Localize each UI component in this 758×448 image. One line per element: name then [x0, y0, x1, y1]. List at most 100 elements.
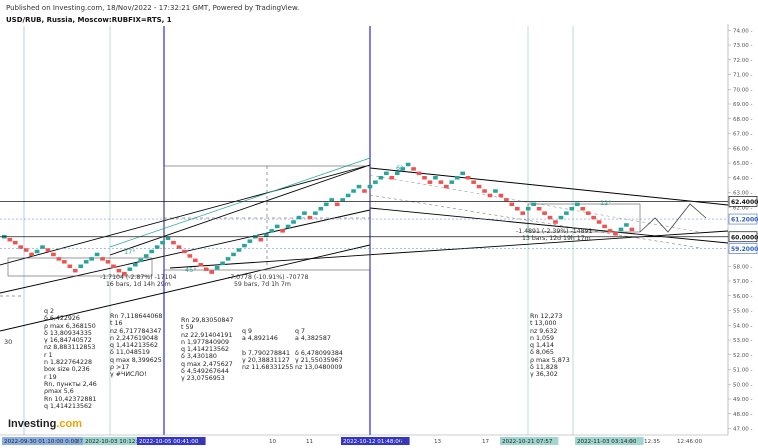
- renko-brick: [329, 198, 335, 202]
- angle-label: 17°: [124, 248, 136, 256]
- renko-brick: [547, 215, 553, 220]
- renko-brick: [444, 184, 449, 189]
- renko-brick: [307, 215, 313, 220]
- renko-brick: [574, 202, 580, 207]
- renko-brick: [105, 260, 111, 264]
- renko-brick: [427, 180, 433, 184]
- time-tick-label: 2022-09-30 01:10:00 0:00: [4, 439, 78, 445]
- renko-brick: [536, 206, 542, 211]
- renko-brick: [56, 257, 62, 261]
- renko-brick: [493, 189, 498, 193]
- y-tick-label: 66.00 -: [733, 146, 752, 152]
- stats-annotation-2: Rn 7,118644068 t 16 nz 6,717784347 n 2,2…: [110, 313, 163, 379]
- time-label-highlight: [2, 437, 88, 445]
- renko-brick: [176, 245, 182, 249]
- renko-brick: [220, 261, 225, 266]
- renko-brick: [345, 193, 351, 198]
- time-label-highlight: [341, 437, 410, 445]
- measure-label: 59 bars, 7d 1h 7m: [234, 281, 291, 288]
- renko-brick: [165, 236, 171, 240]
- time-tick-label: 11: [306, 439, 314, 445]
- channel-midline: [369, 174, 701, 233]
- y-tick-label: 62.00 -: [733, 205, 752, 211]
- symbol-title: USD/RUB, Russia, Moscow:RUBFIX=RTS, 1: [6, 16, 172, 24]
- renko-brick: [258, 237, 264, 242]
- renko-brick: [487, 193, 493, 198]
- renko-brick: [100, 257, 105, 261]
- channel-line: [369, 207, 729, 244]
- renko-brick: [558, 215, 564, 220]
- renko-brick: [564, 211, 569, 215]
- renko-brick: [231, 252, 236, 257]
- renko-brick: [323, 202, 329, 207]
- trend-line: [109, 157, 371, 248]
- measure-label: 16 bars, 1d 14h 29m: [106, 281, 171, 288]
- y-tick-label: 56.00 -: [733, 294, 752, 300]
- renko-brick: [340, 198, 345, 202]
- renko-brick: [182, 249, 187, 254]
- renko-brick: [394, 171, 400, 176]
- y-tick-label: 53.00 -: [733, 338, 752, 344]
- renko-brick: [34, 249, 40, 254]
- renko-brick: [411, 167, 416, 171]
- stats-annotation-5: q 7 a 4,382587 δ 6,478099384 γ 21,550359…: [295, 328, 343, 372]
- renko-brick: [405, 162, 411, 167]
- renko-brick: [607, 229, 613, 233]
- renko-brick: [280, 229, 285, 233]
- price-label-text: 59.2000: [731, 246, 758, 253]
- y-tick-label: 49.00 -: [733, 397, 752, 403]
- renko-brick: [367, 184, 373, 189]
- time-tick-label: 2022-10-12 01:48:00: [343, 439, 403, 445]
- y-tick-label: 65.00 -: [733, 161, 752, 167]
- renko-brick: [433, 176, 438, 180]
- y-tick-label: 64.00 -: [733, 176, 752, 182]
- renko-brick: [356, 184, 362, 189]
- renko-brick: [67, 264, 73, 268]
- renko-brick: [72, 268, 78, 273]
- renko-brick: [580, 206, 586, 211]
- renko-brick: [160, 240, 165, 245]
- time-tick-label: 10: [269, 439, 277, 445]
- renko-brick: [498, 193, 504, 198]
- y-tick-label: 58.00 -: [733, 264, 752, 270]
- renko-brick: [553, 220, 558, 224]
- y-tick-label: 70.00 -: [733, 87, 752, 93]
- renko-brick: [618, 227, 624, 232]
- channel-line: [0, 244, 371, 332]
- renko-brick: [542, 211, 547, 215]
- renko-brick: [209, 270, 215, 274]
- renko-brick: [416, 171, 422, 176]
- y-tick-label: 73.00 -: [733, 43, 752, 49]
- renko-brick: [351, 189, 356, 193]
- channel-line: [109, 164, 371, 256]
- time-tick-label: 12:46:00: [677, 439, 703, 445]
- stats-annotation-6: Rn 12,273 t 13,000 nz 9,632 n 1,059 q 1,…: [530, 313, 570, 379]
- renko-brick: [45, 248, 51, 252]
- renko-brick: [525, 206, 531, 211]
- renko-brick: [531, 202, 536, 207]
- renko-brick: [509, 202, 515, 207]
- renko-brick: [171, 240, 176, 245]
- renko-brick: [122, 271, 127, 276]
- renko-brick: [18, 245, 24, 249]
- renko-brick: [378, 176, 384, 180]
- renko-brick: [132, 263, 138, 267]
- renko-brick: [514, 206, 520, 211]
- measure-box: [7, 257, 153, 277]
- y-tick-label: 47.00 -: [733, 427, 752, 433]
- time-tick-label: 2022-10-21 07:57: [502, 439, 553, 445]
- time-tick-label: 13: [434, 439, 442, 445]
- y-tick-label: 72.00 -: [733, 58, 752, 64]
- measure-label: -1.7104 (-2.87%) -17104: [100, 274, 177, 281]
- time-tick-label: 2022-11-03 03:14:00: [577, 439, 637, 445]
- y-tick-label: 51.00 -: [733, 368, 752, 374]
- renko-brick: [62, 260, 67, 264]
- time-label-highlight: [500, 437, 559, 445]
- renko-brick: [460, 171, 466, 176]
- renko-brick: [203, 267, 209, 271]
- price-label-text: 61.2000: [731, 217, 758, 224]
- renko-brick: [373, 180, 378, 184]
- time-tick-label: 6: [199, 439, 203, 445]
- renko-brick: [236, 248, 242, 252]
- time-tick-label: 17: [482, 439, 490, 445]
